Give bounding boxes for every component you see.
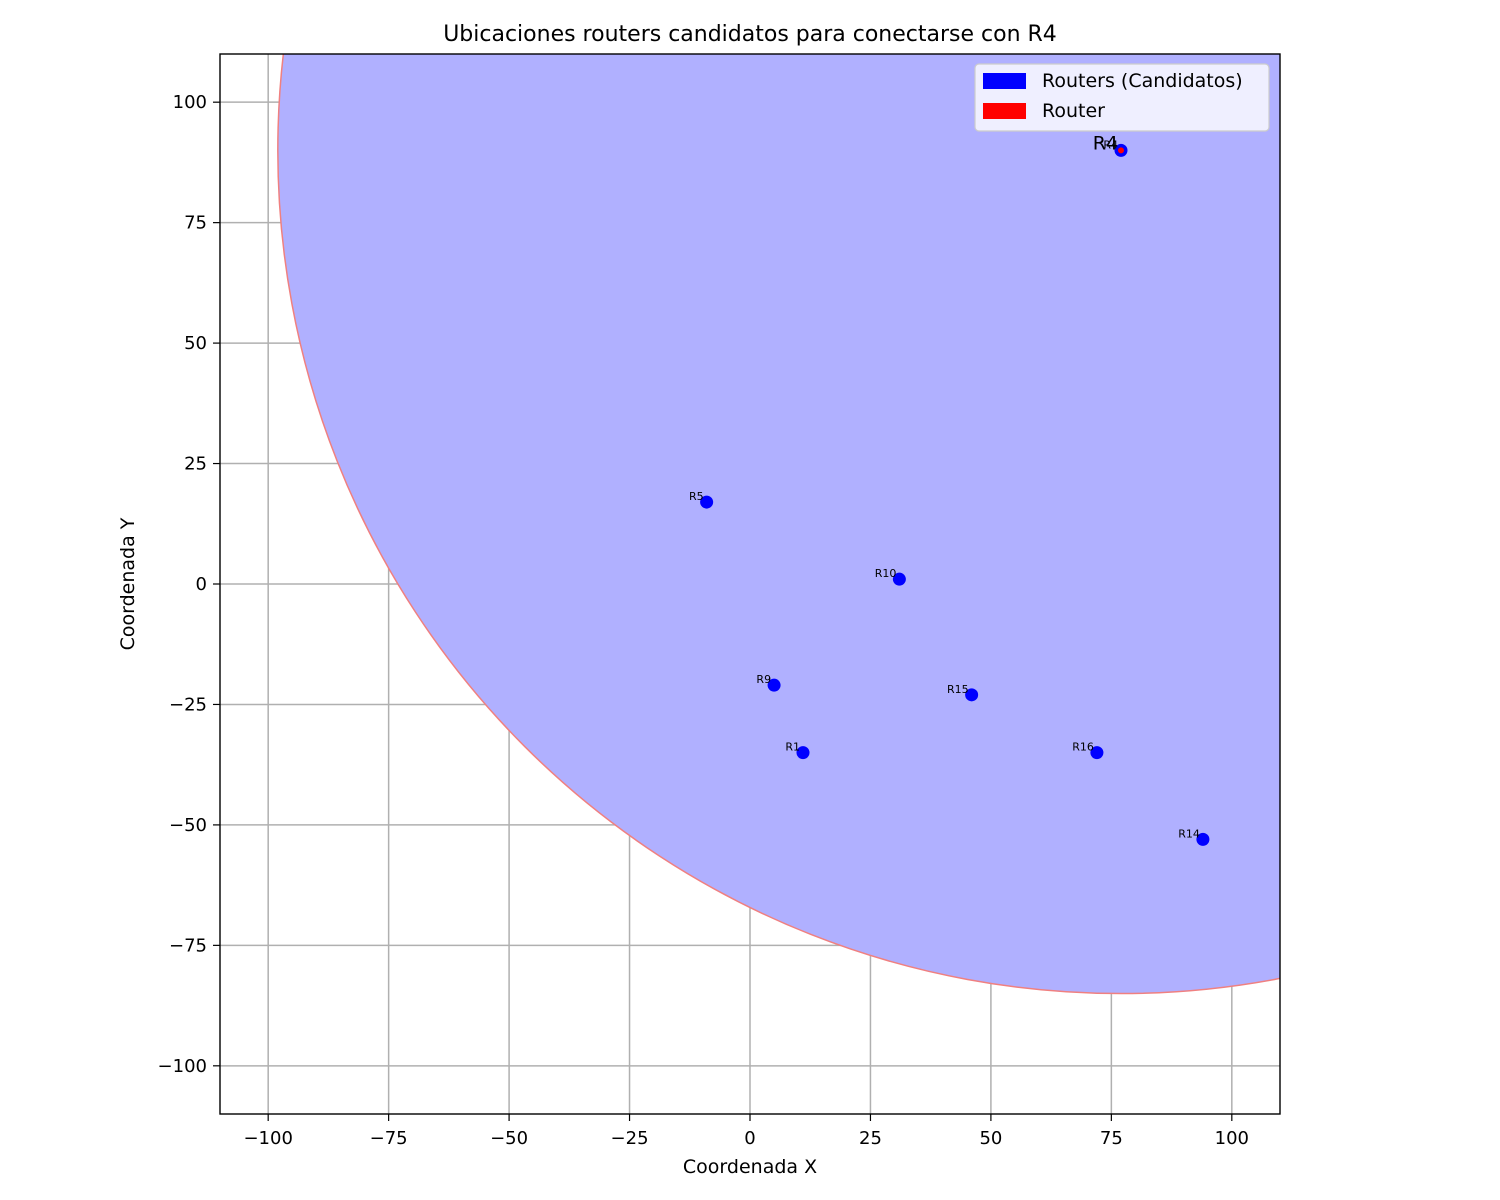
y-tick-label: −75	[169, 935, 207, 956]
axis-ticks: −100 −75 −50 −25 0 25 50 75 100 −100 −75 −50 −25 0 25 5…	[158, 92, 1249, 1149]
y-tick-label: 25	[184, 454, 207, 475]
router-point	[700, 495, 714, 509]
x-tick-label: 0	[744, 1128, 755, 1149]
target-router-label: R4	[1093, 132, 1118, 154]
router-label: R5	[689, 490, 704, 503]
x-tick-label: 75	[1100, 1128, 1123, 1149]
router-point	[965, 688, 979, 702]
router-label: R16	[1072, 741, 1094, 754]
range-area	[277, 54, 1280, 995]
coverage-circle	[277, 54, 1280, 995]
router-label: R14	[1178, 827, 1200, 840]
y-tick-label: 100	[173, 92, 207, 113]
router-point	[796, 746, 810, 760]
target-router-point	[1118, 147, 1124, 154]
y-axis-label: Coordenada Y	[117, 517, 139, 650]
x-tick-label: 100	[1215, 1128, 1249, 1149]
y-tick-label: 50	[184, 333, 207, 354]
legend: Routers (Candidatos) Router	[974, 63, 1270, 132]
x-axis-label: Coordenada X	[683, 1156, 817, 1178]
legend-swatch	[983, 73, 1026, 89]
y-tick-label: −25	[169, 694, 207, 715]
x-tick-label: −100	[243, 1128, 292, 1149]
chart-title: Ubicaciones routers candidatos para cone…	[443, 22, 1057, 47]
router-point	[1090, 746, 1104, 760]
legend-label: Router	[1042, 100, 1105, 122]
x-tick-label: −75	[370, 1128, 408, 1149]
y-tick-label: 75	[184, 213, 207, 234]
x-tick-label: 50	[979, 1128, 1002, 1149]
router-label: R15	[947, 683, 969, 696]
router-label: R9	[756, 673, 771, 686]
router-point	[767, 678, 781, 692]
legend-swatch	[983, 103, 1026, 119]
y-tick-label: −100	[158, 1056, 207, 1077]
legend-box	[974, 63, 1270, 132]
y-tick-label: −50	[169, 815, 207, 836]
legend-label: Routers (Candidatos)	[1042, 70, 1243, 92]
x-tick-label: 25	[859, 1128, 882, 1149]
router-label: R4	[1103, 138, 1118, 151]
y-tick-label: 0	[196, 574, 207, 595]
router-label: R10	[875, 567, 897, 580]
router-point	[1196, 832, 1210, 846]
x-tick-label: −25	[611, 1128, 649, 1149]
x-tick-label: −50	[490, 1128, 528, 1149]
router-point	[892, 572, 906, 586]
router-label: R1	[785, 741, 800, 754]
